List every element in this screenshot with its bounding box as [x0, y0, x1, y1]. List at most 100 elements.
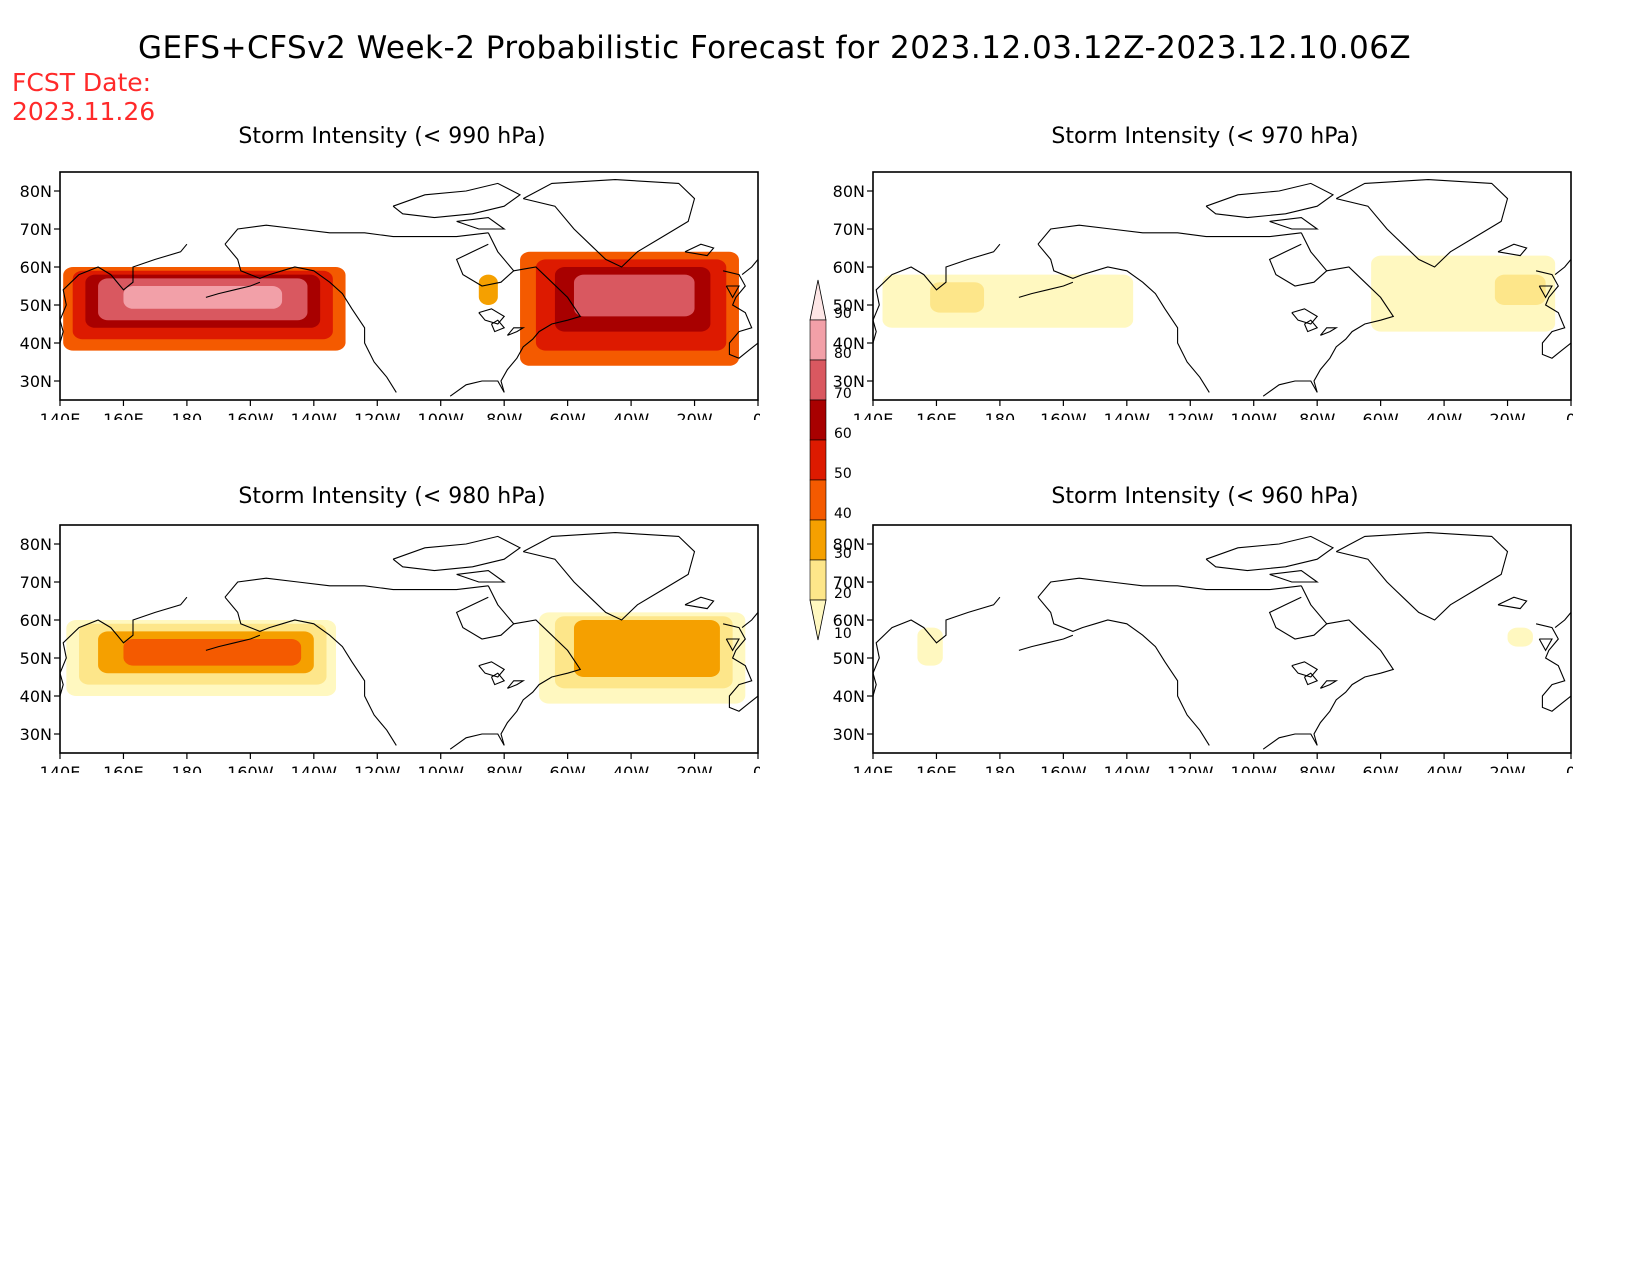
forecast-date: FCST Date: 2023.11.26: [12, 68, 155, 126]
lat-label: 40N: [20, 334, 52, 353]
lat-label: 60N: [833, 611, 865, 630]
coastline: [684, 243, 715, 257]
forecast-date-label: FCST Date:: [12, 68, 152, 97]
coastline: [449, 380, 505, 397]
lon-label: 20W: [676, 763, 712, 773]
coastline: [1335, 179, 1509, 268]
coastline: [456, 217, 506, 230]
lon-label: 40W: [613, 763, 649, 773]
colorbar-label: 80: [834, 346, 852, 362]
lon-label: 140W: [1104, 763, 1151, 773]
lon-label: 100W: [1231, 763, 1278, 773]
coastline: [725, 638, 740, 652]
lon-label: 180: [172, 410, 203, 420]
coastline: [1291, 661, 1319, 678]
lon-label: 0: [1566, 410, 1573, 420]
colorbar-label: 50: [834, 466, 852, 482]
colorbar-label: 70: [834, 386, 852, 402]
coastline: [1018, 281, 1074, 298]
colorbar-label: 20: [834, 586, 852, 602]
panel-title-960: Storm Intensity (< 960 hPa): [1051, 484, 1359, 509]
map-frame: [872, 171, 1572, 401]
coastline: [1269, 570, 1319, 583]
lon-label: 80W: [1299, 410, 1335, 420]
colorbar-label: 30: [834, 546, 852, 562]
coastline: [205, 634, 261, 651]
probability-field: [873, 179, 1571, 397]
coastline: [1037, 224, 1302, 245]
panel-title-980: Storm Intensity (< 980 hPa): [238, 484, 546, 509]
lat-label: 70N: [833, 220, 865, 239]
colorbar-swatch: [809, 519, 827, 561]
coastline: [725, 285, 740, 299]
lon-label: 60W: [1363, 763, 1399, 773]
forecast-date-value: 2023.11.26: [12, 97, 156, 126]
colorbar-swatch: [809, 479, 827, 521]
lat-label: 80N: [833, 182, 865, 201]
coastline: [1205, 535, 1335, 572]
lat-label: 80N: [833, 535, 865, 554]
coastline: [1538, 638, 1553, 652]
coastline: [455, 232, 515, 287]
lat-label: 30N: [833, 372, 865, 391]
coastline: [455, 585, 515, 640]
coastline: [1535, 270, 1571, 359]
coastline: [1037, 596, 1210, 746]
coastline: [490, 672, 506, 686]
probability-region: [917, 627, 943, 666]
coastline: [873, 596, 1001, 674]
lon-label: 160E: [103, 410, 144, 420]
lat-label: 50N: [20, 296, 52, 315]
lat-label: 40N: [833, 334, 865, 353]
lon-label: 100W: [418, 410, 465, 420]
lat-label: 60N: [833, 258, 865, 277]
lon-label: 40W: [1426, 410, 1462, 420]
coastline: [224, 577, 489, 598]
colorbar-label: 90: [834, 306, 852, 322]
coastline: [1335, 532, 1509, 621]
colorbar-bottom-arrow: [809, 599, 827, 641]
lon-label: 60W: [550, 410, 586, 420]
lat-label: 50N: [833, 649, 865, 668]
lat-label: 70N: [20, 220, 52, 239]
coastline: [500, 619, 582, 746]
map-panel-970: 80N 70N 60N 50N 40N 30N 140E 160E 180 160W 140W 120…: [833, 171, 1573, 420]
coastline: [490, 319, 506, 333]
colorbar-swatch: [809, 399, 827, 441]
coastline: [1268, 232, 1328, 287]
lat-label: 60N: [20, 258, 52, 277]
probability-region: [123, 639, 302, 666]
colorbar-label: 10: [834, 626, 852, 642]
probability-field: [873, 532, 1571, 750]
panel-title-990: Storm Intensity (< 990 hPa): [238, 124, 546, 149]
coastline: [392, 182, 522, 219]
coastline: [60, 320, 64, 344]
coastline: [1205, 182, 1335, 219]
lon-label: 140E: [853, 410, 894, 420]
coastline: [60, 596, 188, 674]
colorbar-swatch: [809, 319, 827, 361]
coastline: [873, 673, 877, 697]
lon-label: 40W: [613, 410, 649, 420]
lon-label: 120W: [354, 410, 401, 420]
map-panel-990: 80N 70N 60N 50N 40N 30N 140E 160E 180 160W 140W 120…: [20, 171, 760, 420]
lon-label: 120W: [354, 763, 401, 773]
colorbar-swatch: [809, 439, 827, 481]
map-frame: [59, 171, 759, 401]
lon-label: 0: [753, 410, 760, 420]
coastline: [1262, 733, 1318, 750]
main-title: GEFS+CFSv2 Week-2 Probabilistic Forecast…: [138, 30, 1412, 66]
lat-label: 30N: [20, 725, 52, 744]
lon-label: 0: [753, 763, 760, 773]
coastline: [500, 266, 582, 393]
coastline: [522, 532, 696, 621]
coastline: [741, 259, 758, 276]
coastline: [506, 680, 526, 689]
coastline: [1018, 634, 1074, 651]
colorbar-label: 60: [834, 426, 852, 442]
coastline: [1037, 577, 1302, 598]
coastline: [1037, 243, 1210, 393]
coastline: [449, 733, 505, 750]
lon-label: 140E: [40, 410, 81, 420]
coastline: [224, 596, 397, 746]
